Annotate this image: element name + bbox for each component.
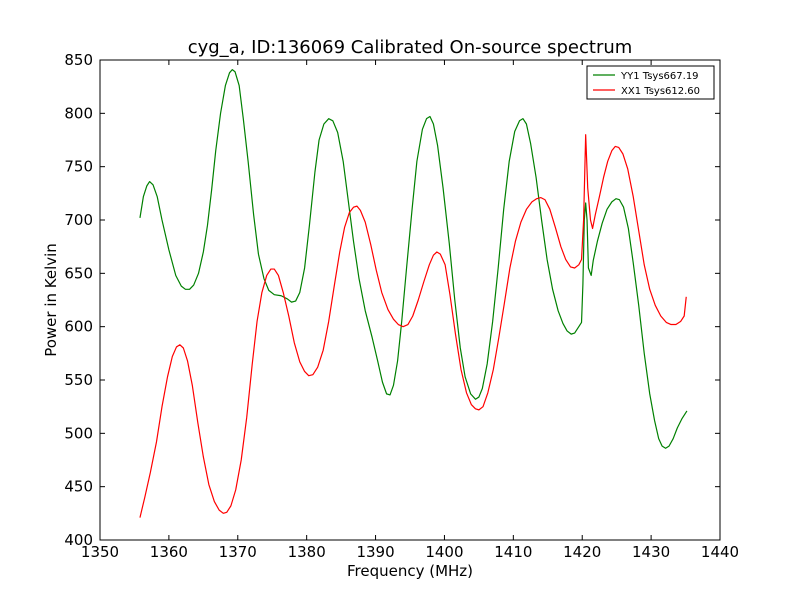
y-tick-label: 500 (64, 424, 93, 442)
plot-frame (99, 59, 721, 541)
y-tick-label: 550 (64, 371, 93, 389)
x-tick-label: 1410 (494, 543, 532, 561)
x-tick-label: 1370 (219, 543, 257, 561)
y-tick-label: 700 (64, 211, 93, 229)
legend-box (586, 65, 715, 100)
legend-label-yy1: YY1 Tsys667.19 (620, 71, 699, 82)
tick-layer: 1350 1360 1370 1380 1390 1400 1410 1420 1430 1440… (64, 51, 739, 561)
x-tick-label: 1430 (632, 543, 670, 561)
x-axis-label: Frequency (MHz) (347, 562, 473, 580)
y-tick-label: 450 (64, 478, 93, 496)
y-tick-label: 650 (64, 264, 93, 282)
y-axis-label: Power in Kelvin (42, 243, 60, 357)
y-tick-label: 800 (64, 104, 93, 122)
chart-title: cyg_a, ID:136069 Calibrated On-source sp… (188, 37, 633, 58)
x-tick-label: 1380 (288, 543, 326, 561)
x-tick-label: 1400 (425, 543, 463, 561)
y-tick-label: 400 (64, 531, 93, 549)
legend: YY1 Tsys667.19 XX1 Tsys612.60 (586, 65, 715, 100)
series-line-xx1 (139, 134, 687, 518)
x-tick-label: 1360 (150, 543, 188, 561)
x-tick-label: 1350 (81, 543, 119, 561)
y-tick-label: 750 (64, 158, 93, 176)
legend-label-xx1: XX1 Tsys612.60 (621, 86, 700, 97)
y-tick-label: 600 (64, 318, 93, 336)
x-tick-label: 1420 (563, 543, 601, 561)
series-layer (139, 68, 688, 518)
x-tick-label: 1440 (701, 543, 739, 561)
y-tick-label: 850 (64, 51, 93, 69)
x-tick-label: 1390 (356, 543, 394, 561)
series-line-yy1 (139, 68, 688, 449)
